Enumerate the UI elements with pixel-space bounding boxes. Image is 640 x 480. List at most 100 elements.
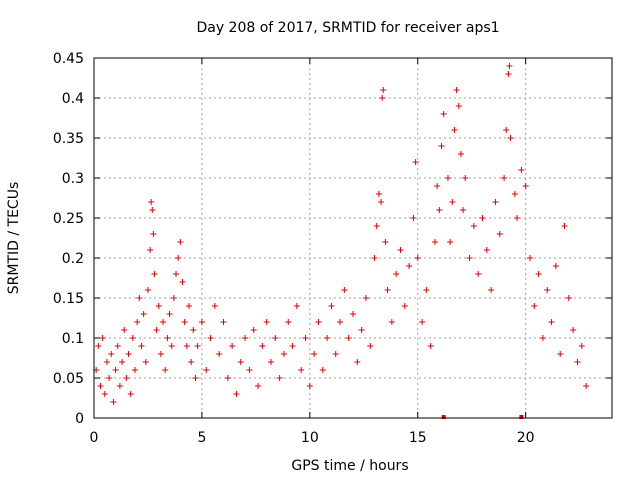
data-point: [455, 103, 462, 109]
data-point: [166, 311, 173, 317]
data-point: [548, 319, 555, 325]
data-point: [401, 303, 408, 309]
data-point: [367, 343, 374, 349]
data-point: [151, 271, 158, 277]
data-point: [457, 151, 464, 157]
x-tick-label: 5: [197, 430, 206, 446]
data-point: [371, 255, 378, 261]
data-point: [511, 191, 518, 197]
data-point: [557, 351, 564, 357]
data-point: [203, 367, 210, 373]
data-point: [263, 319, 270, 325]
data-point: [479, 215, 486, 221]
data-point: [112, 367, 119, 373]
data-point: [315, 319, 322, 325]
data-point: [211, 303, 218, 309]
data-point: [492, 199, 499, 205]
x-tick-label: 0: [90, 430, 99, 446]
y-tick-label: 0: [75, 411, 84, 427]
data-point: [470, 223, 477, 229]
data-point: [507, 135, 514, 141]
data-point: [332, 351, 339, 357]
data-point: [311, 351, 318, 357]
data-point: [324, 335, 331, 341]
data-point: [276, 375, 283, 381]
data-point: [378, 199, 385, 205]
axis-ticks: [93, 57, 612, 419]
data-point: [134, 319, 141, 325]
data-point: [95, 343, 102, 349]
data-point: [427, 343, 434, 349]
data-point: [157, 351, 164, 357]
data-point: [285, 319, 292, 325]
data-point: [578, 343, 585, 349]
data-point: [561, 223, 568, 229]
data-point: [179, 279, 186, 285]
data-point: [393, 271, 400, 277]
y-tick-label: 0.25: [53, 211, 84, 227]
data-point: [192, 375, 199, 381]
data-point: [246, 367, 253, 373]
data-point: [198, 319, 205, 325]
data-point: [125, 351, 132, 357]
data-point: [373, 223, 380, 229]
data-point: [406, 263, 413, 269]
data-point: [522, 183, 529, 189]
grid-lines: [94, 58, 612, 418]
data-point: [168, 343, 175, 349]
y-tick-label: 0.1: [62, 331, 84, 347]
data-point: [185, 303, 192, 309]
data-point: [503, 127, 510, 133]
y-tick-labels: 0 0.05 0.1 0.15 0.2 0.25 0.3 0.35 0.4 0.45: [53, 51, 84, 427]
data-point: [382, 239, 389, 245]
data-point: [149, 207, 156, 213]
data-point: [110, 399, 117, 405]
y-tick-label: 0.15: [53, 291, 84, 307]
data-point: [155, 303, 162, 309]
data-point: [99, 335, 106, 341]
y-axis-label: SRMTID / TECUs: [6, 182, 22, 295]
data-point: [302, 335, 309, 341]
data-point: [451, 127, 458, 133]
data-point: [306, 383, 313, 389]
data-point: [506, 63, 513, 69]
data-point: [162, 367, 169, 373]
x-tick-label: 20: [517, 430, 535, 446]
data-point: [175, 255, 182, 261]
data-point: [150, 231, 157, 237]
data-point: [460, 207, 467, 213]
data-point: [233, 391, 240, 397]
data-point: [106, 375, 113, 381]
data-point: [583, 383, 590, 389]
data-point: [224, 375, 231, 381]
data-point: [436, 207, 443, 213]
data-point: [337, 319, 344, 325]
data-point: [229, 343, 236, 349]
data-point: [379, 95, 386, 101]
data-point: [138, 343, 145, 349]
data-point: [108, 351, 115, 357]
data-point: [496, 231, 503, 237]
data-point: [488, 287, 495, 293]
data-point: [160, 319, 167, 325]
data-point: [164, 335, 171, 341]
data-point: [177, 239, 184, 245]
data-point: [242, 335, 249, 341]
data-point: [173, 271, 180, 277]
data-point: [183, 343, 190, 349]
data-point: [328, 303, 335, 309]
data-point: [259, 343, 266, 349]
data-point: [140, 311, 147, 317]
data-point: [483, 247, 490, 253]
data-point: [148, 199, 155, 205]
plot-frame: [93, 57, 613, 419]
y-tick-label: 0.45: [53, 51, 84, 67]
data-points: [93, 63, 590, 419]
data-point: [358, 327, 365, 333]
data-point: [570, 327, 577, 333]
data-point: [449, 199, 456, 205]
data-point: [397, 247, 404, 253]
data-point-square: [441, 415, 446, 419]
data-point: [531, 303, 538, 309]
data-point: [535, 271, 542, 277]
